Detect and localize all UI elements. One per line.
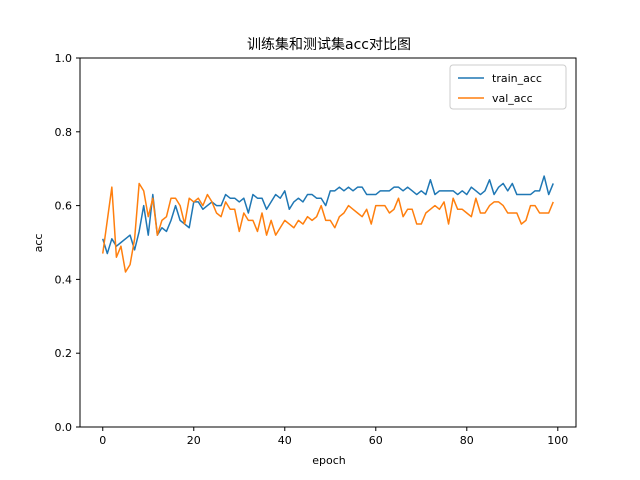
y-tick-label: 0.6: [55, 200, 73, 213]
y-tick-label: 0.4: [55, 273, 73, 286]
legend-label-train-acc: train_acc: [492, 72, 542, 85]
x-tick-label: 60: [369, 434, 383, 447]
y-tick-label: 1.0: [55, 52, 73, 65]
x-tick-label: 100: [547, 434, 568, 447]
series-line-train-acc: [102, 175, 554, 255]
plot-area: 0 20 40 60 80 100 0.0 0.2 0.4 0.6 0.8 1.0 train_accv…: [55, 52, 577, 447]
chart-title: 训练集和测试集acc对比图: [247, 36, 411, 53]
x-axis-label: epoch: [312, 454, 346, 467]
x-tick-label: 0: [99, 434, 106, 447]
series-line-val-acc: [102, 182, 554, 273]
y-axis-label: acc: [32, 234, 45, 253]
y-tick-label: 0.8: [55, 126, 73, 139]
x-tick-label: 80: [460, 434, 474, 447]
x-tick-label: 20: [187, 434, 201, 447]
y-tick-label: 0.0: [55, 421, 73, 434]
y-tick-label: 0.2: [55, 347, 73, 360]
x-tick-label: 40: [278, 434, 292, 447]
legend-label-val-acc: val_acc: [492, 92, 533, 105]
plot-frame: [79, 57, 577, 428]
